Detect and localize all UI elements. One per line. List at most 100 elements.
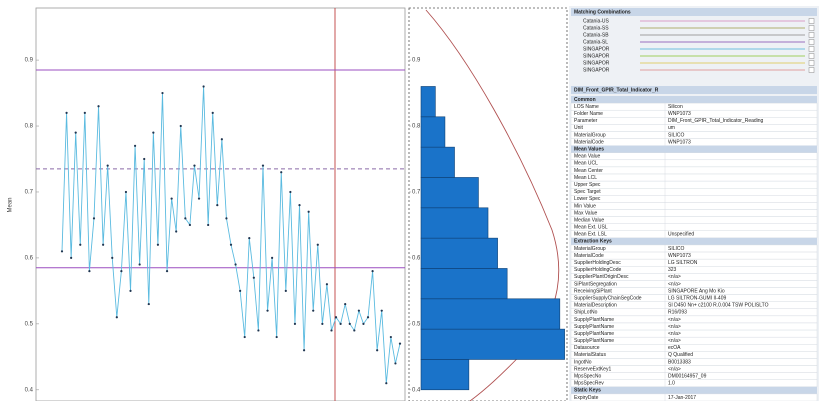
data-point: [252, 276, 255, 279]
property-label: Lower Spec: [574, 196, 601, 202]
property-row: [570, 393, 818, 401]
property-label: Mean Value: [574, 154, 601, 160]
property-row: [570, 202, 818, 210]
property-label: SupplyPlantName: [574, 338, 614, 344]
property-row: [570, 180, 818, 189]
property-value: B0013383: [668, 359, 691, 365]
property-row: [570, 308, 818, 317]
property-value: 1.0: [668, 381, 675, 387]
property-label: Mean Ext. LSL: [574, 232, 607, 238]
property-value: DIM_Front_GPIR_Total_Indicator_Reading: [668, 118, 764, 124]
y-tick-label: 0.7: [412, 190, 421, 196]
checkbox[interactable]: [808, 25, 815, 31]
data-point: [220, 138, 223, 141]
data-point: [239, 289, 242, 292]
data-point: [202, 85, 205, 88]
property-label: LOS Name: [574, 104, 599, 110]
data-point: [371, 269, 374, 273]
data-point: [312, 309, 315, 312]
property-value: <n/a>: [668, 331, 681, 337]
data-point: [184, 217, 187, 220]
data-point: [88, 269, 91, 273]
property-label: MaterialCode: [574, 139, 604, 145]
histogram-bar: [420, 86, 436, 118]
data-point: [394, 362, 397, 365]
checkbox[interactable]: [808, 60, 815, 66]
data-point: [170, 197, 173, 200]
property-row: [570, 351, 818, 359]
property-row: [570, 344, 818, 352]
y-tick-label: 0.4: [25, 387, 34, 393]
data-point: [92, 217, 96, 220]
property-label: Spec Target: [574, 189, 601, 195]
section-row: [571, 237, 817, 245]
data-point: [211, 111, 214, 114]
histogram-bar: [420, 298, 561, 330]
property-value: LG SILTRON: [668, 260, 698, 266]
data-point: [225, 217, 228, 220]
combination-name: SINGAPOR: [583, 60, 610, 66]
property-value: SILICO: [668, 246, 685, 252]
property-label: SiPlantSegregation: [574, 281, 617, 287]
property-value: WNP1073: [668, 111, 691, 117]
histogram-bar: [420, 237, 498, 269]
checkbox[interactable]: [808, 53, 815, 59]
property-label: Mean LCL: [574, 175, 597, 181]
data-point: [97, 105, 100, 108]
property-label: Upper Spec: [574, 182, 601, 188]
property-row: [570, 152, 818, 161]
data-point: [348, 322, 351, 325]
data-point: [156, 243, 160, 246]
data-point: [284, 289, 287, 292]
y-tick-label: 0.8: [25, 124, 34, 130]
property-value: <n/a>: [668, 324, 681, 330]
combination-name: Catania-SB: [583, 32, 609, 38]
histogram-bar: [420, 359, 470, 391]
property-label: Parameter: [574, 118, 598, 124]
data-point: [298, 204, 301, 207]
data-point: [275, 335, 278, 339]
combination-name: Catania-SL: [583, 39, 608, 45]
histogram-bar: [420, 207, 489, 239]
property-value: WNP1073: [668, 139, 691, 145]
data-point: [152, 131, 155, 134]
property-label: Mean Center: [574, 168, 603, 174]
checkbox[interactable]: [808, 32, 815, 38]
y-tick-label: 0.6: [25, 255, 34, 261]
property-label: SupplierHoldingCode: [574, 267, 621, 273]
section-row: [571, 96, 817, 104]
data-point: [344, 302, 347, 306]
combination-name: SINGAPOR: [583, 53, 610, 59]
property-label: Max Value: [574, 210, 597, 216]
data-point: [271, 256, 274, 260]
property-label: MpsSpecNo: [574, 374, 601, 380]
property-label: Mean Ext. USL: [574, 225, 608, 231]
data-point: [385, 382, 388, 385]
data-point: [334, 316, 338, 319]
y-tick-label: 0.9: [25, 58, 34, 64]
property-value: Q Qualified: [668, 352, 693, 358]
property-label: MaterialDescription: [574, 303, 617, 309]
data-point: [362, 322, 365, 325]
histogram-bar: [420, 328, 565, 360]
data-point: [257, 329, 260, 332]
section-row: [571, 145, 817, 153]
property-row: [570, 188, 818, 196]
checkbox[interactable]: [808, 39, 815, 45]
y-axis-title: Mean: [8, 197, 14, 212]
data-point: [357, 309, 360, 312]
property-label: SupplyPlantName: [574, 317, 614, 323]
panel-title: DIM_Front_GPIR_Total_Indicator_R: [574, 87, 659, 93]
property-row: [570, 209, 818, 217]
data-point: [266, 309, 269, 312]
data-point: [83, 111, 86, 114]
data-point: [330, 329, 333, 332]
y-tick-label: 0.6: [412, 255, 421, 261]
data-point: [133, 144, 137, 147]
checkbox[interactable]: [808, 67, 815, 73]
property-value: Unspecified: [668, 232, 694, 238]
checkbox[interactable]: [808, 46, 815, 52]
property-row: [570, 138, 818, 146]
checkbox[interactable]: [808, 18, 815, 24]
property-label: ShipLotNo: [574, 310, 598, 316]
